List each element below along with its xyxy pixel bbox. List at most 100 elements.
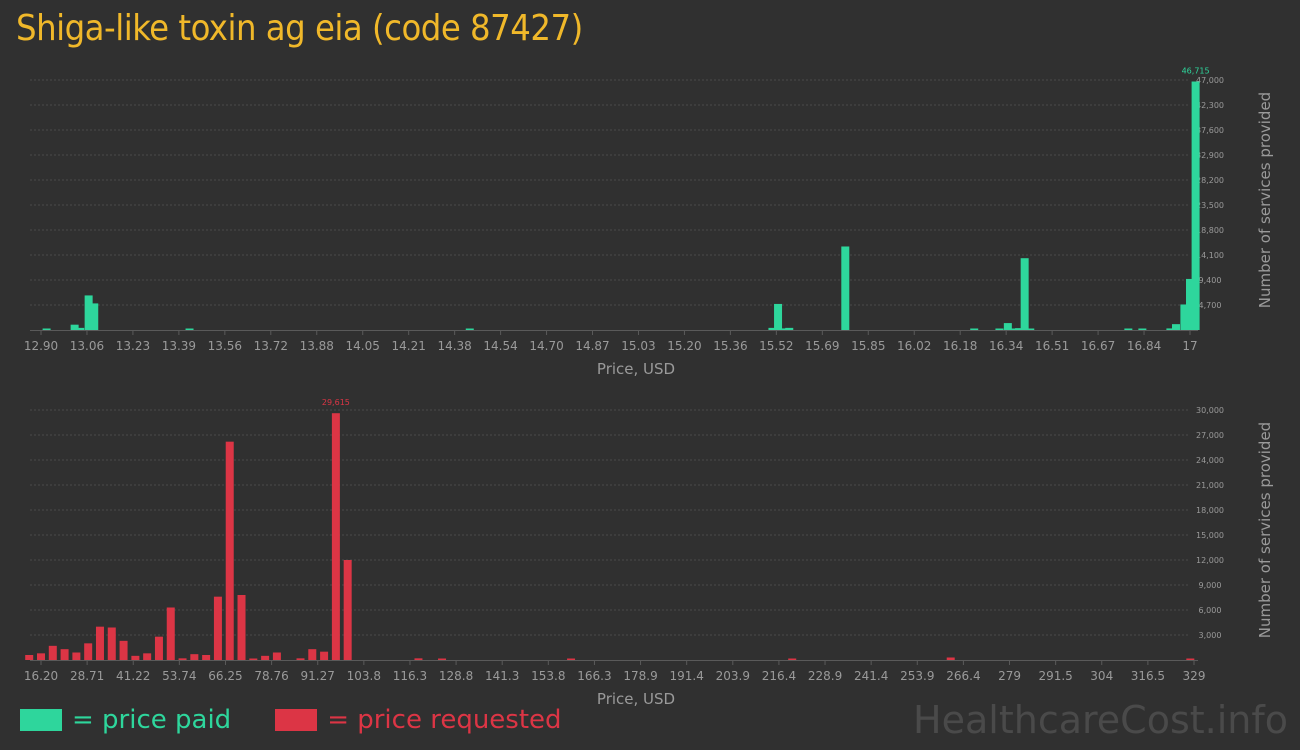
y-tick-label: 3,000 <box>1199 631 1222 640</box>
x-tick-label: 291.5 <box>1038 669 1072 683</box>
legend: = price paid = price requested <box>20 702 606 738</box>
bar <box>70 324 79 330</box>
bar <box>1166 328 1175 330</box>
x-tick-label: 14.54 <box>483 339 517 353</box>
bar <box>1020 258 1029 330</box>
x-tick-label: 12.90 <box>24 339 58 353</box>
bar <box>202 655 211 660</box>
bar <box>970 328 979 330</box>
legend-item-price-paid: = price paid <box>20 705 231 735</box>
bar <box>48 645 57 660</box>
bar <box>213 596 222 660</box>
bar <box>1124 328 1133 330</box>
x-tick-label: 15.69 <box>805 339 839 353</box>
peak-value-label: 46,715 <box>1182 67 1210 76</box>
bar <box>154 636 163 660</box>
x-axis-title: Price, USD <box>597 360 675 378</box>
x-tick-label: 166.3 <box>577 669 611 683</box>
y-tick-label: 9,400 <box>1199 276 1222 285</box>
bar <box>465 328 474 330</box>
bar <box>42 328 51 330</box>
y-tick-label: 4,700 <box>1199 301 1222 310</box>
y-tick-label: 12,000 <box>1196 556 1224 565</box>
x-tick-label: 16.34 <box>989 339 1023 353</box>
x-tick-label: 16.84 <box>1127 339 1161 353</box>
y-tick-label: 37,600 <box>1196 126 1224 135</box>
x-tick-label: 329 <box>1183 669 1206 683</box>
bar <box>320 651 329 660</box>
x-tick-label: 16.67 <box>1081 339 1115 353</box>
y-axis-title: Number of services provided <box>1256 92 1274 308</box>
y-tick-label: 32,900 <box>1196 151 1224 160</box>
bar <box>178 658 187 660</box>
x-tick-label: 14.70 <box>529 339 563 353</box>
bar <box>249 658 258 660</box>
y-tick-label: 18,000 <box>1196 506 1224 515</box>
legend-item-price-requested: = price requested <box>275 705 562 735</box>
watermark: HealthcareCost.info <box>913 698 1288 742</box>
x-tick-label: 216.4 <box>762 669 796 683</box>
x-tick-label: 13.88 <box>300 339 334 353</box>
x-tick-label: 141.3 <box>485 669 519 683</box>
x-tick-label: 14.05 <box>346 339 380 353</box>
x-tick-label: 41.22 <box>116 669 150 683</box>
x-tick-label: 14.21 <box>392 339 426 353</box>
bar <box>261 655 270 660</box>
bar <box>1186 278 1194 330</box>
y-tick-label: 21,000 <box>1196 481 1224 490</box>
x-tick-label: 17 <box>1182 339 1197 353</box>
legend-label-price-requested: = price requested <box>327 705 562 735</box>
y-tick-label: 27,000 <box>1196 431 1224 440</box>
x-tick-label: 13.72 <box>254 339 288 353</box>
bar <box>185 328 194 330</box>
bar <box>995 328 1004 330</box>
y-tick-label: 15,000 <box>1196 531 1224 540</box>
bar <box>25 655 34 660</box>
bar <box>331 413 340 660</box>
bar <box>768 327 777 330</box>
bar <box>1186 658 1195 660</box>
x-tick-label: 116.3 <box>393 669 427 683</box>
bar <box>779 328 788 330</box>
x-tick-label: 53.74 <box>162 669 196 683</box>
bar <box>131 655 140 660</box>
bar <box>841 246 850 330</box>
x-tick-label: 16.51 <box>1035 339 1069 353</box>
bar <box>946 657 955 660</box>
bar <box>107 627 116 660</box>
peak-value-label: 29,615 <box>322 398 350 407</box>
bar <box>1009 328 1018 330</box>
x-tick-label: 203.9 <box>716 669 750 683</box>
x-tick-label: 13.39 <box>162 339 196 353</box>
bar <box>37 653 45 660</box>
bar <box>296 658 305 660</box>
legend-swatch-price-paid <box>20 709 62 731</box>
y-axis-title: Number of services provided <box>1256 422 1274 638</box>
x-tick-label: 253.9 <box>900 669 934 683</box>
legend-swatch-price-requested <box>275 709 318 731</box>
bar <box>788 658 797 660</box>
price-paid-chart: 4,700 9,400 14,100 18,800 23,500 28,200 32,900… <box>24 67 1274 378</box>
x-tick-label: 91.27 <box>301 669 335 683</box>
x-tick-label: 14.38 <box>437 339 471 353</box>
bar <box>166 607 175 660</box>
x-axis-title: Price, USD <box>597 690 675 708</box>
x-tick-label: 15.85 <box>851 339 885 353</box>
bar <box>785 327 794 330</box>
bar <box>225 441 234 660</box>
x-tick-label: 14.87 <box>575 339 609 353</box>
y-tick-label: 24,000 <box>1196 456 1224 465</box>
bar <box>190 654 199 660</box>
bar <box>237 595 246 660</box>
x-tick-label: 15.03 <box>621 339 655 353</box>
bar <box>343 560 352 660</box>
bar <box>90 303 99 330</box>
x-tick-label: 13.06 <box>70 339 104 353</box>
x-tick-label: 13.56 <box>208 339 242 353</box>
bar <box>438 658 447 660</box>
x-tick-label: 191.4 <box>670 669 704 683</box>
x-tick-label: 78.76 <box>254 669 288 683</box>
bar <box>143 653 152 660</box>
bar <box>95 626 104 660</box>
y-tick-label: 30,000 <box>1196 406 1224 415</box>
